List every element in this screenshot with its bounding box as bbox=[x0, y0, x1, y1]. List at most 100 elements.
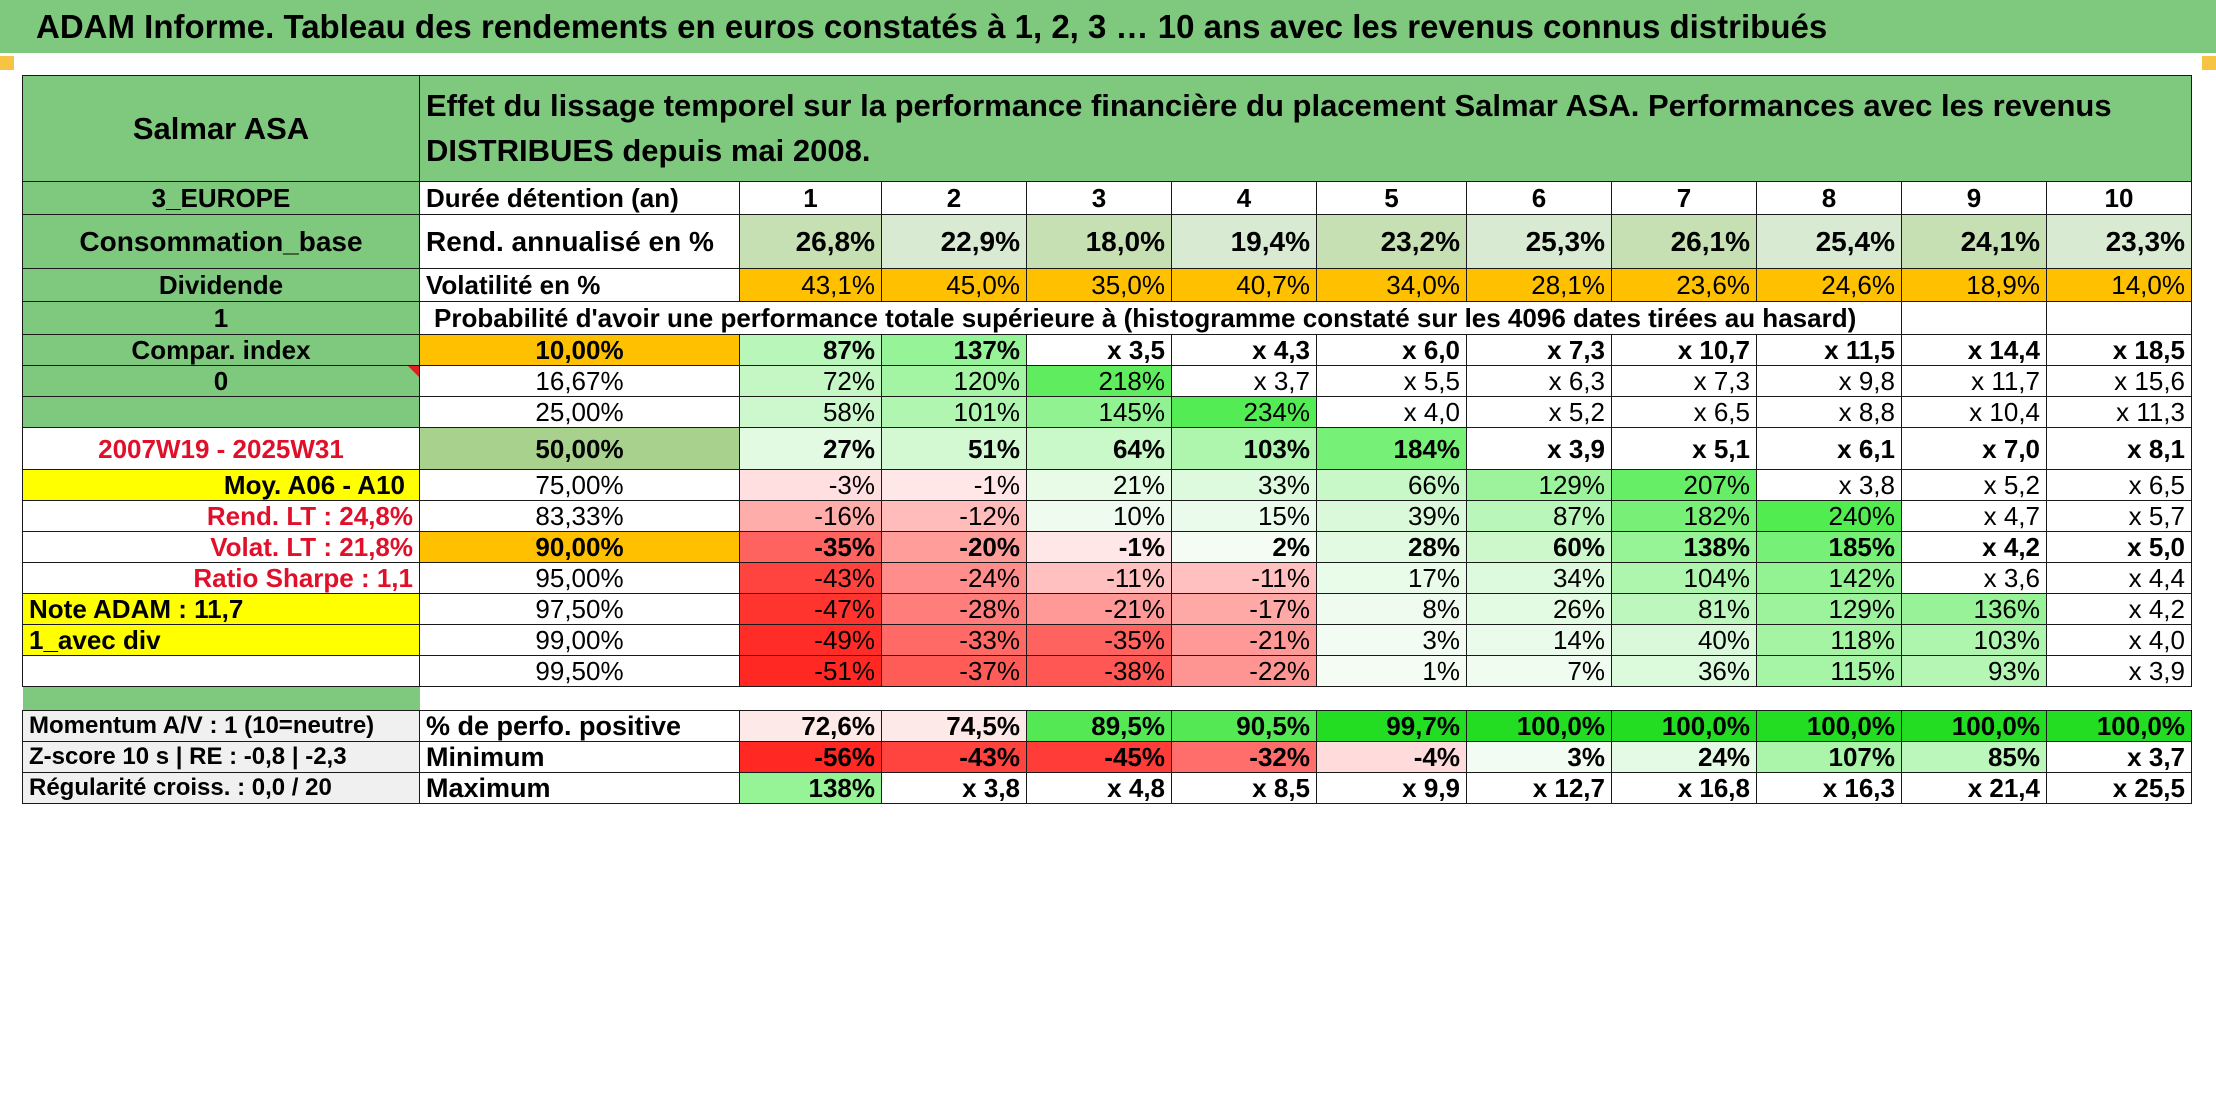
footer-value: 100,0% bbox=[1466, 710, 1612, 742]
percentile-label: 95,00% bbox=[419, 562, 740, 594]
sharpe-ratio: Ratio Sharpe : 1,1 bbox=[22, 562, 420, 594]
percentile-value: x 7,0 bbox=[1901, 427, 2047, 470]
probability-row: Moy. A06 - A10 75,00% -3% -1% 21% 33% 66% 129% 2… bbox=[22, 469, 2192, 501]
probability-row: 2007W19 - 2025W31 50,00% 27% 51% 64% 103% 184%… bbox=[22, 427, 2192, 470]
percentile-value: -49% bbox=[739, 624, 882, 656]
percentile-value: x 11,3 bbox=[2046, 396, 2192, 428]
percentile-value: x 4,3 bbox=[1171, 334, 1317, 366]
footer-value: x 21,4 bbox=[1901, 772, 2047, 804]
footer-value: 138% bbox=[739, 772, 882, 804]
footer-row: Momentum A/V : 1 (10=neutre)% de perfo. … bbox=[22, 710, 2192, 742]
year-header: 3 bbox=[1026, 181, 1172, 215]
percentile-value: x 4,0 bbox=[2046, 624, 2192, 656]
percentile-value: -24% bbox=[881, 562, 1027, 594]
percentile-value: x 11,7 bbox=[1901, 365, 2047, 397]
percentile-value: x 10,7 bbox=[1611, 334, 1757, 366]
percentile-value: 7% bbox=[1466, 655, 1612, 687]
percentile-value: -21% bbox=[1026, 593, 1172, 625]
probability-row: Volat. LT : 21,8% 90,00% -35% -20% -1% 2% 28% 6… bbox=[22, 531, 2192, 563]
footer-value: 100,0% bbox=[1901, 710, 2047, 742]
adam-score: Note ADAM : 11,7 bbox=[22, 593, 420, 625]
percentile-value: 182% bbox=[1611, 500, 1757, 532]
percentile-value: 33% bbox=[1171, 469, 1317, 501]
corner-marker bbox=[0, 56, 14, 70]
percentile-value: x 6,1 bbox=[1756, 427, 1902, 470]
year-header: 5 bbox=[1316, 181, 1467, 215]
footer-value: x 3,7 bbox=[2046, 741, 2192, 773]
percentile-value: 118% bbox=[1756, 624, 1902, 656]
percentile-label: 75,00% bbox=[419, 469, 740, 501]
percentile-label: 83,33% bbox=[419, 500, 740, 532]
footer-row: Régularité croiss. : 0,0 / 20 Maximum 138%… bbox=[22, 772, 2192, 804]
percentile-value: 72% bbox=[739, 365, 882, 397]
spacer-cell bbox=[419, 686, 2192, 711]
duration-row: 3_EUROPE Durée détention (an) 1 2 3 4 5 6 7 8 9 10 bbox=[22, 181, 2192, 215]
percentile-value: x 3,7 bbox=[1171, 365, 1317, 397]
percentile-value: x 3,9 bbox=[1466, 427, 1612, 470]
percentile-value: x 6,3 bbox=[1466, 365, 1612, 397]
percentile-value: x 6,0 bbox=[1316, 334, 1467, 366]
percentile-value: x 18,5 bbox=[2046, 334, 2192, 366]
asset-name: Salmar ASA bbox=[22, 75, 420, 182]
percentile-value: x 4,2 bbox=[2046, 593, 2192, 625]
percentile-value: x 3,5 bbox=[1026, 334, 1172, 366]
percentile-value: x 5,5 bbox=[1316, 365, 1467, 397]
percentile-value: x 7,3 bbox=[1466, 334, 1612, 366]
percentile-value: x 7,3 bbox=[1611, 365, 1757, 397]
percentile-value: x 3,9 bbox=[2046, 655, 2192, 687]
percentile-value: 142% bbox=[1756, 562, 1902, 594]
percentile-value: 87% bbox=[739, 334, 882, 366]
dividend-mode: 1_avec div bbox=[22, 624, 420, 656]
percentile-label: 25,00% bbox=[419, 396, 740, 428]
volatility-value: 23,6% bbox=[1611, 268, 1757, 302]
volatility-value: 24,6% bbox=[1756, 268, 1902, 302]
flag-zero: 0 bbox=[22, 365, 420, 397]
percentile-value: -37% bbox=[881, 655, 1027, 687]
footer-value: 89,5% bbox=[1026, 710, 1172, 742]
footer-row: Z-score 10 s | RE : -0,8 | -2,3 Minimum -5… bbox=[22, 741, 2192, 773]
volatility-value: 28,1% bbox=[1466, 268, 1612, 302]
spacer-cell bbox=[22, 686, 420, 711]
return-value: 23,3% bbox=[2046, 214, 2192, 269]
year-header: 6 bbox=[1466, 181, 1612, 215]
percentile-value: 66% bbox=[1316, 469, 1467, 501]
percentile-value: 36% bbox=[1611, 655, 1757, 687]
table-cell bbox=[1901, 301, 2047, 335]
percentile-value: -11% bbox=[1026, 562, 1172, 594]
footer-label: Maximum bbox=[419, 772, 740, 804]
percentile-value: x 4,7 bbox=[1901, 500, 2047, 532]
footer-value: -56% bbox=[739, 741, 882, 773]
percentile-value: x 4,2 bbox=[1901, 531, 2047, 563]
percentile-label: 97,50% bbox=[419, 593, 740, 625]
footer-value: x 16,8 bbox=[1611, 772, 1757, 804]
percentile-value: x 3,8 bbox=[1756, 469, 1902, 501]
footer-value: 3% bbox=[1466, 741, 1612, 773]
footer-value: -45% bbox=[1026, 741, 1172, 773]
percentile-value: x 5,1 bbox=[1611, 427, 1757, 470]
spacer-row bbox=[22, 686, 2192, 711]
percentile-value: 129% bbox=[1756, 593, 1902, 625]
percentile-value: 3% bbox=[1316, 624, 1467, 656]
probability-row: 99,50% -51% -37% -38% -22% 1% 7% 36% 115% 93% x 3,… bbox=[22, 655, 2192, 687]
percentile-value: -16% bbox=[739, 500, 882, 532]
period-label: 2007W19 - 2025W31 bbox=[22, 427, 420, 470]
footer-value: x 16,3 bbox=[1756, 772, 1902, 804]
footer-value: 100,0% bbox=[1611, 710, 1757, 742]
percentile-value: -20% bbox=[881, 531, 1027, 563]
return-value: 25,3% bbox=[1466, 214, 1612, 269]
percentile-value: 138% bbox=[1611, 531, 1757, 563]
return-value: 22,9% bbox=[881, 214, 1027, 269]
percentile-value: x 8,1 bbox=[2046, 427, 2192, 470]
region-label: 3_EUROPE bbox=[22, 181, 420, 215]
probability-row: Ratio Sharpe : 1,1 95,00% -43% -24% -11% -11%… bbox=[22, 562, 2192, 594]
compar-index-label: Compar. index bbox=[22, 334, 420, 366]
footer-value: 99,7% bbox=[1316, 710, 1467, 742]
empty-label bbox=[22, 655, 420, 687]
probability-row: 25,00% 58% 101% 145% 234% x 4,0 x 5,2 x 6,5 x 8,… bbox=[22, 396, 2192, 428]
percentile-value: -47% bbox=[739, 593, 882, 625]
percentile-value: 28% bbox=[1316, 531, 1467, 563]
average-label: Moy. A06 - A10 bbox=[22, 469, 420, 501]
percentile-label: 99,00% bbox=[419, 624, 740, 656]
percentile-value: x 5,0 bbox=[2046, 531, 2192, 563]
title-bar: ADAM Informe. Tableau des rendements en … bbox=[0, 0, 2216, 56]
